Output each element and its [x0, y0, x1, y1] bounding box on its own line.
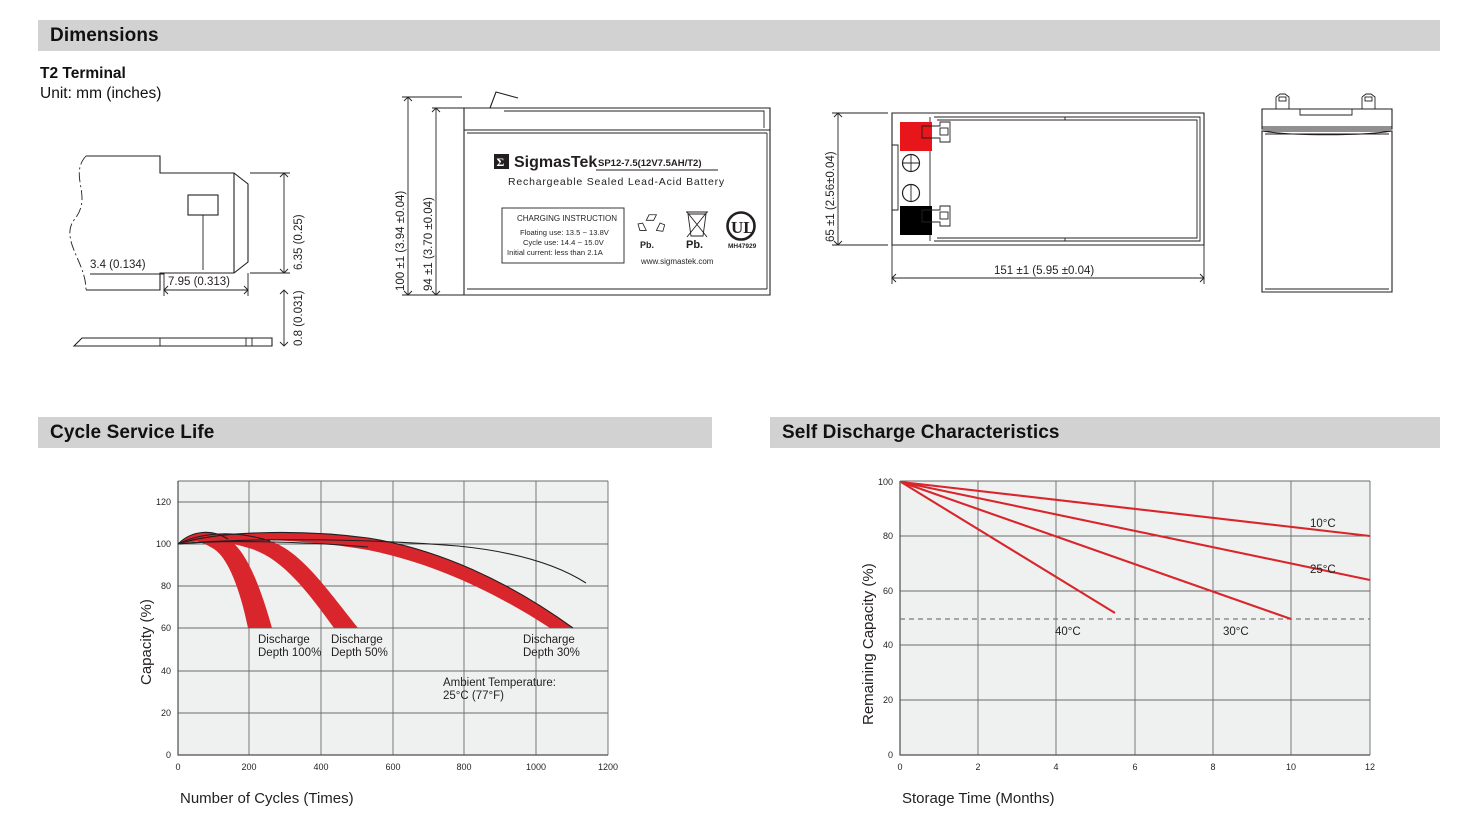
x-tick-0: 0	[897, 762, 902, 772]
annot-dod-100-line2: Depth 100%	[258, 647, 321, 659]
ul-file-number: MH47929	[728, 243, 757, 250]
band-dod-30	[178, 532, 573, 628]
x-tick-6: 6	[1132, 762, 1137, 772]
sigma-logo-icon	[494, 154, 509, 169]
x-tick-8: 8	[1210, 762, 1215, 772]
section-header-dimensions: Dimensions	[38, 20, 1440, 51]
series-line-30c	[900, 481, 1292, 620]
unit-note-label: Unit: mm (inches)	[40, 85, 162, 102]
charging-line-2: Cycle use: 14.4 ~ 15.0V	[523, 238, 605, 247]
chart-cycle-service-life: 0 20 40 60 80 100 120 0 200 400 600 800 …	[38, 455, 698, 825]
annot-dod-50-line2: Depth 50%	[331, 647, 388, 659]
envelope-inner-2	[177, 541, 369, 548]
dim-thickness: 0.8 (0.031)	[293, 290, 305, 346]
y-tick-120: 120	[156, 497, 171, 507]
y-axis-title: Remaining Capacity (%)	[860, 563, 877, 725]
crossed-bin-label: Pb.	[686, 239, 703, 251]
x-tick-2: 2	[975, 762, 980, 772]
annot-dod-30-line1: Discharge	[523, 634, 575, 646]
x-tick-12: 12	[1365, 762, 1375, 772]
series-label-10c: 10°C	[1310, 518, 1336, 530]
x-tick-800: 800	[456, 762, 471, 772]
charging-heading: CHARGING INSTRUCTION	[517, 214, 617, 223]
positive-terminal-pad	[900, 122, 932, 151]
envelope-dod-50	[177, 533, 271, 545]
annot-dod-50-line1: Discharge	[331, 634, 383, 646]
annot-ambient-line2: 25°C (77°F)	[443, 690, 504, 702]
y-tick-40: 40	[161, 666, 171, 676]
y-tick-20: 20	[883, 695, 893, 705]
x-tick-1200: 1200	[598, 762, 618, 772]
dim-case-height: 94 ±1 (3.70 ±0.04)	[423, 197, 435, 291]
battery-side-view	[1252, 86, 1452, 316]
envelope-dod-30	[177, 531, 574, 629]
t2-terminal-drawing: 6.35 (0.25) 3.4 (0.134) 7.95 (0.313) 0.8…	[60, 140, 320, 370]
x-tick-0: 0	[175, 762, 180, 772]
crossed-bin-icon	[686, 211, 708, 238]
dim-top-length: 151 ±1 (5.95 ±0.04)	[994, 265, 1094, 277]
x-tick-400: 400	[313, 762, 328, 772]
envelope-dod-100	[177, 531, 229, 545]
battery-top-view: 65 ±1 (2.56±0.04) 151 ±1 (5.95 ±0.04)	[822, 86, 1242, 316]
brand-name: SigmasTek	[514, 154, 597, 171]
x-tick-10: 10	[1286, 762, 1296, 772]
battery-front-view: 100 ±1 (3.94 ±0.04) 94 ±1 (3.70 ±0.04) Σ…	[392, 86, 792, 316]
y-tick-0: 0	[166, 750, 171, 760]
dim-top-width: 65 ±1 (2.56±0.04)	[825, 151, 837, 242]
x-tick-1000: 1000	[526, 762, 546, 772]
battery-description: Rechargeable Sealed Lead-Acid Battery	[508, 176, 725, 188]
recycle-icon	[637, 214, 666, 232]
model-number: SP12-7.5(12V7.5AH/T2)	[598, 158, 702, 169]
recycle-icon-label: Pb.	[640, 240, 654, 250]
envelope-inner-1	[177, 539, 587, 584]
y-tick-100: 100	[156, 539, 171, 549]
x-tick-4: 4	[1053, 762, 1058, 772]
svg-text:UL: UL	[731, 218, 755, 237]
section-header-cycle-service-life: Cycle Service Life	[38, 417, 712, 448]
section-title: Cycle Service Life	[50, 421, 215, 443]
negative-terminal-pad	[900, 206, 932, 235]
y-tick-0: 0	[888, 750, 893, 760]
x-tick-600: 600	[385, 762, 400, 772]
terminal-type-label: T2 Terminal	[40, 65, 126, 82]
dim-terminal-height: 6.35 (0.25)	[293, 214, 305, 270]
section-title: Self Discharge Characteristics	[782, 421, 1060, 443]
y-axis-title: Capacity (%)	[138, 599, 155, 685]
positive-polarity-icon	[901, 153, 921, 173]
series-line-10c	[900, 480, 1371, 538]
section-title: Dimensions	[50, 24, 159, 46]
svg-text:Σ: Σ	[497, 155, 505, 169]
dim-width-small: 3.4 (0.134)	[90, 259, 146, 271]
x-axis-title: Storage Time (Months)	[902, 790, 1055, 807]
y-tick-60: 60	[161, 623, 171, 633]
y-tick-80: 80	[883, 531, 893, 541]
y-tick-100: 100	[878, 477, 893, 487]
y-tick-20: 20	[161, 708, 171, 718]
negative-polarity-icon	[901, 183, 921, 203]
x-axis-title: Number of Cycles (Times)	[180, 790, 354, 807]
series-label-40c: 40°C	[1055, 626, 1081, 638]
chart-self-discharge: 0 20 40 60 80 100 0 2 4 6 8 10 12 10°C 2…	[770, 455, 1440, 825]
charging-line-3: Initial current: less than 2.1A	[507, 248, 604, 257]
band-dod-50	[178, 533, 358, 628]
ul-mark-icon: UL	[726, 211, 756, 241]
series-line-40c	[900, 481, 1116, 614]
y-tick-80: 80	[161, 581, 171, 591]
dim-width-large: 7.95 (0.313)	[168, 276, 230, 288]
series-label-25c: 25°C	[1310, 564, 1336, 576]
y-tick-60: 60	[883, 586, 893, 596]
dim-overall-height: 100 ±1 (3.94 ±0.04)	[395, 191, 407, 291]
charging-line-1: Floating use: 13.5 ~ 13.8V	[520, 228, 610, 237]
x-tick-200: 200	[241, 762, 256, 772]
section-header-self-discharge: Self Discharge Characteristics	[770, 417, 1440, 448]
annot-dod-100-line1: Discharge	[258, 634, 310, 646]
series-line-25c	[900, 480, 1371, 582]
series-label-30c: 30°C	[1223, 626, 1249, 638]
band-dod-100	[178, 532, 272, 628]
y-tick-40: 40	[883, 640, 893, 650]
website-text: www.sigmastek.com	[640, 257, 714, 266]
annot-ambient-line1: Ambient Temperature:	[443, 677, 556, 689]
annot-dod-30-line2: Depth 30%	[523, 647, 580, 659]
